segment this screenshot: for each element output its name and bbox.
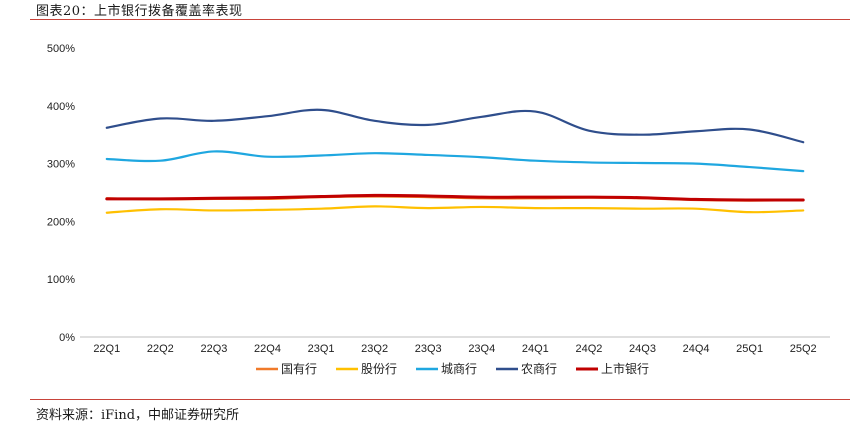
x-tick-label: 22Q2: [147, 343, 174, 355]
y-tick-label: 500%: [47, 43, 75, 55]
x-tick-label: 25Q2: [790, 343, 817, 355]
series-line: [105, 193, 805, 202]
y-tick-label: 200%: [47, 216, 75, 228]
source-note: 资料来源：iFind，中邮证券研究所: [36, 408, 240, 423]
x-tick-label: 22Q1: [93, 343, 120, 355]
x-tick-label: 24Q1: [522, 343, 549, 355]
y-tick-label: 0%: [59, 332, 75, 344]
series-line: [105, 205, 805, 214]
top-divider: [30, 19, 850, 20]
x-tick-label: 25Q1: [736, 343, 763, 355]
x-tick-label: 22Q3: [200, 343, 227, 355]
legend-label: 股份行: [361, 362, 397, 376]
y-tick-label: 100%: [47, 274, 75, 286]
x-axis-ticks: 22Q1 22Q2 22Q3 22Q4 23Q1 23Q2 23Q3 23Q4 24Q1 24Q2…: [93, 343, 816, 355]
figure-title: 图表20：上市银行拨备覆盖率表现: [36, 4, 243, 19]
legend-label: 农商行: [521, 361, 557, 376]
x-tick-label: 24Q2: [575, 343, 602, 355]
series-line: [105, 108, 805, 144]
y-tick-label: 300%: [47, 159, 75, 171]
series-line: [105, 150, 805, 173]
series-lines: [105, 108, 805, 214]
y-axis-ticks: 0% 100% 200% 300% 400% 500%: [47, 43, 75, 344]
x-tick-label: 23Q3: [415, 343, 442, 355]
legend-label: 国有行: [281, 362, 317, 376]
x-tick-label: 23Q4: [468, 343, 495, 355]
line-chart: 0%100%200%300%400%500% 22Q1 22Q2 22Q3 22Q4 2…: [47, 43, 830, 376]
x-tick-label: 23Q1: [308, 343, 335, 355]
x-tick-label: 23Q2: [361, 343, 388, 355]
legend: 国有行 股份行 城商行 农商行 上市银行: [256, 361, 649, 376]
legend-label: 城商行: [441, 361, 477, 376]
x-tick-label: 24Q4: [683, 343, 710, 355]
legend-label: 上市银行: [601, 361, 649, 376]
y-tick-label: 400%: [47, 101, 75, 113]
x-tick-label: 22Q4: [254, 343, 281, 355]
x-tick-label: 24Q3: [629, 343, 656, 355]
bottom-divider: [30, 399, 850, 400]
